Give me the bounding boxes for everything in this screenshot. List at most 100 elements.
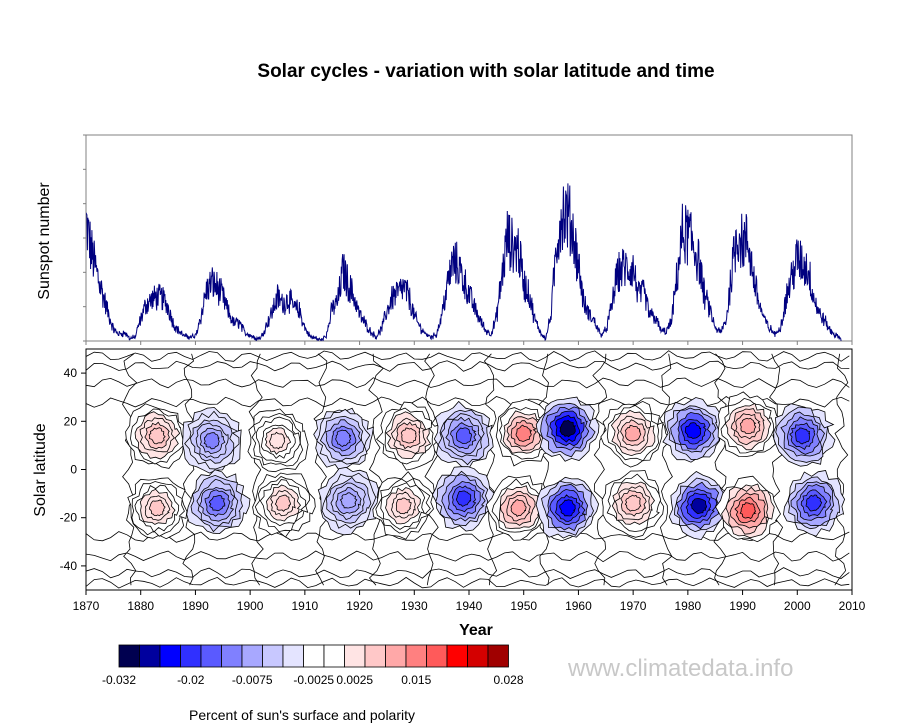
year-tick-label: 1950 <box>510 599 537 613</box>
zero-contour-line <box>313 353 329 586</box>
colorbar-tick-label: 0.028 <box>493 673 523 687</box>
sunspot-contour-blob <box>455 490 472 507</box>
latitude-tick-label: 0 <box>70 463 77 477</box>
colorbar-swatch <box>426 644 448 668</box>
zero-contour-line <box>712 353 727 586</box>
colorbar-tick-label: -0.032 <box>102 673 136 687</box>
chart-title: Solar cycles - variation with solar lati… <box>257 61 714 82</box>
year-tick-label: 1870 <box>73 599 100 613</box>
sunspot-contour-blob <box>339 492 358 509</box>
year-tick-label: 1990 <box>729 599 756 613</box>
zero-contour-line <box>86 377 850 389</box>
colorbar-tick-label: 0.0025 <box>336 673 373 687</box>
colorbar-swatch <box>323 644 345 668</box>
colorbar-swatch <box>405 644 427 668</box>
sunspot-contour-blob <box>203 432 220 450</box>
zero-contour-line <box>86 350 850 362</box>
sunspot-number-line <box>86 183 842 341</box>
latitude-tick-label: -20 <box>60 511 78 525</box>
colorbar-swatch <box>200 644 222 668</box>
zero-contour-line <box>768 353 784 586</box>
colorbar-tick-label: -0.0025 <box>293 673 334 687</box>
colorbar-swatch <box>180 644 202 668</box>
latitude-y-axis-label: Solar latitude <box>32 423 49 516</box>
sunspot-contour-blob <box>335 429 352 447</box>
sunspot-contour-blob <box>148 427 166 445</box>
sunspot-y-ticks <box>83 134 853 345</box>
zero-contour-line <box>86 567 850 579</box>
year-tick-label: 1980 <box>675 599 702 613</box>
year-tick-label: 1920 <box>346 599 373 613</box>
colorbar-tick-label: -0.02 <box>177 673 205 687</box>
colorbar-swatch <box>303 644 325 668</box>
zero-contour-line <box>538 353 550 586</box>
sunspot-contour-blob <box>148 499 166 517</box>
year-tick-label: 1880 <box>127 599 154 613</box>
zero-contour-line <box>248 353 264 586</box>
watermark-text: www.climatedata.info <box>567 655 793 682</box>
sunspot-plot-frame <box>85 134 853 342</box>
zero-contour-line <box>834 353 849 586</box>
colorbar-swatch <box>159 644 181 668</box>
sunspot-contour-blob <box>690 497 708 515</box>
colorbar: -0.032 -0.02 -0.0075 -0.0025 0.0025 0.015 0.02… <box>102 644 524 687</box>
zero-contour-line <box>483 353 498 586</box>
sunspot-contour-blob <box>208 494 226 512</box>
zero-contour-line <box>86 550 850 563</box>
colorbar-swatch <box>241 644 263 668</box>
colorbar-swatch <box>467 644 489 668</box>
sunspot-contour-blob <box>515 424 533 442</box>
zero-contour-line <box>368 353 384 586</box>
colorbar-swatch <box>282 644 304 668</box>
colorbar-swatch <box>344 644 366 668</box>
year-x-axis-label: Year <box>459 622 493 639</box>
year-tick-label: 1910 <box>292 599 319 613</box>
year-tick-label: 1890 <box>182 599 209 613</box>
zero-contour-line <box>86 360 850 372</box>
year-tick-label: 1900 <box>237 599 264 613</box>
sunspot-contour-blob <box>624 424 642 442</box>
zero-contour-line <box>182 353 196 586</box>
colorbar-tick-label: 0.015 <box>401 673 431 687</box>
butterfly-panel: 1870 1880 1890 1900 1910 1920 1930 1940 1950 1960… <box>32 348 866 639</box>
year-tick-label: 2000 <box>784 599 811 613</box>
year-tick-label: 1960 <box>565 599 592 613</box>
sunspot-contour-blob <box>794 427 811 445</box>
colorbar-swatch <box>364 644 386 668</box>
sunspot-y-axis-label: Sunspot number <box>36 182 53 300</box>
zero-contour-line <box>424 353 439 586</box>
colorbar-tick-label: -0.0075 <box>232 673 273 687</box>
sunspot-contour-blob <box>400 427 417 444</box>
sunspot-contour-blob <box>510 499 527 517</box>
colorbar-swatch <box>139 644 161 668</box>
colorbar-swatch <box>446 644 468 668</box>
sunspot-contour-blob <box>395 497 412 515</box>
sunspot-contour-blob <box>624 494 642 512</box>
sunspot-contour-blob <box>269 431 286 450</box>
year-tick-label: 1940 <box>456 599 483 613</box>
year-tick-label: 1930 <box>401 599 428 613</box>
sunspot-panel: Sunspot number <box>36 134 853 345</box>
sunspot-contour-blob <box>559 419 576 438</box>
zero-contour-line <box>86 396 850 408</box>
sunspot-contour-blob <box>274 494 292 512</box>
year-tick-label: 1970 <box>620 599 647 613</box>
zero-contour-line <box>122 353 138 586</box>
zero-contour-line <box>86 576 850 589</box>
sunspot-contour-blob <box>805 494 823 512</box>
zero-contour-line <box>86 531 850 543</box>
latitude-tick-label: -40 <box>60 559 78 573</box>
colorbar-swatch <box>262 644 284 668</box>
latitude-contours <box>86 350 850 589</box>
butterfly-axis-ticks: 1870 1880 1890 1900 1910 1920 1930 1940 1950 1960… <box>60 366 866 613</box>
sunspot-contour-blob <box>684 422 702 439</box>
colorbar-swatch <box>385 644 407 668</box>
zero-contour-line <box>592 353 608 586</box>
sunspot-contour-blob <box>559 499 576 517</box>
colorbar-swatch <box>487 644 509 668</box>
sunspot-contour-blob <box>739 502 757 519</box>
zero-contour-line <box>659 353 673 586</box>
latitude-tick-label: 40 <box>64 366 78 380</box>
latitude-tick-label: 20 <box>64 414 78 428</box>
